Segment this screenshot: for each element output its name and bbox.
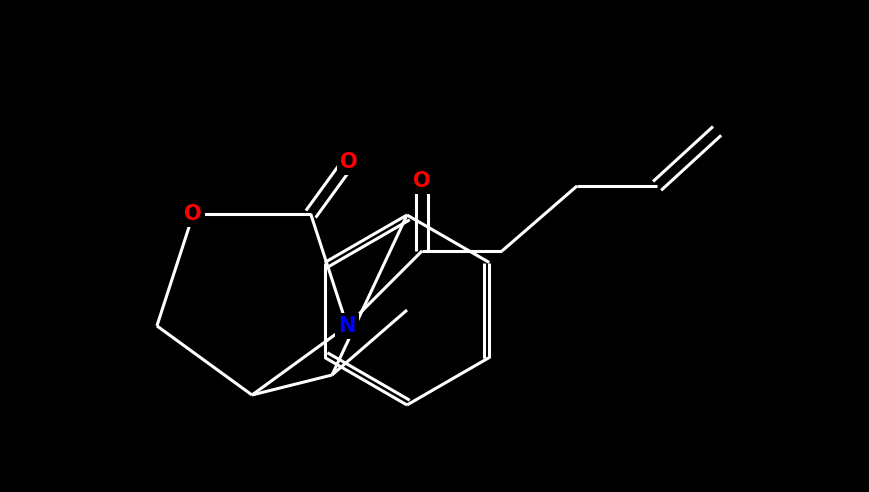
Text: O: O [340, 152, 358, 172]
Text: N: N [338, 316, 355, 336]
Text: O: O [414, 171, 431, 191]
Text: O: O [184, 204, 202, 224]
